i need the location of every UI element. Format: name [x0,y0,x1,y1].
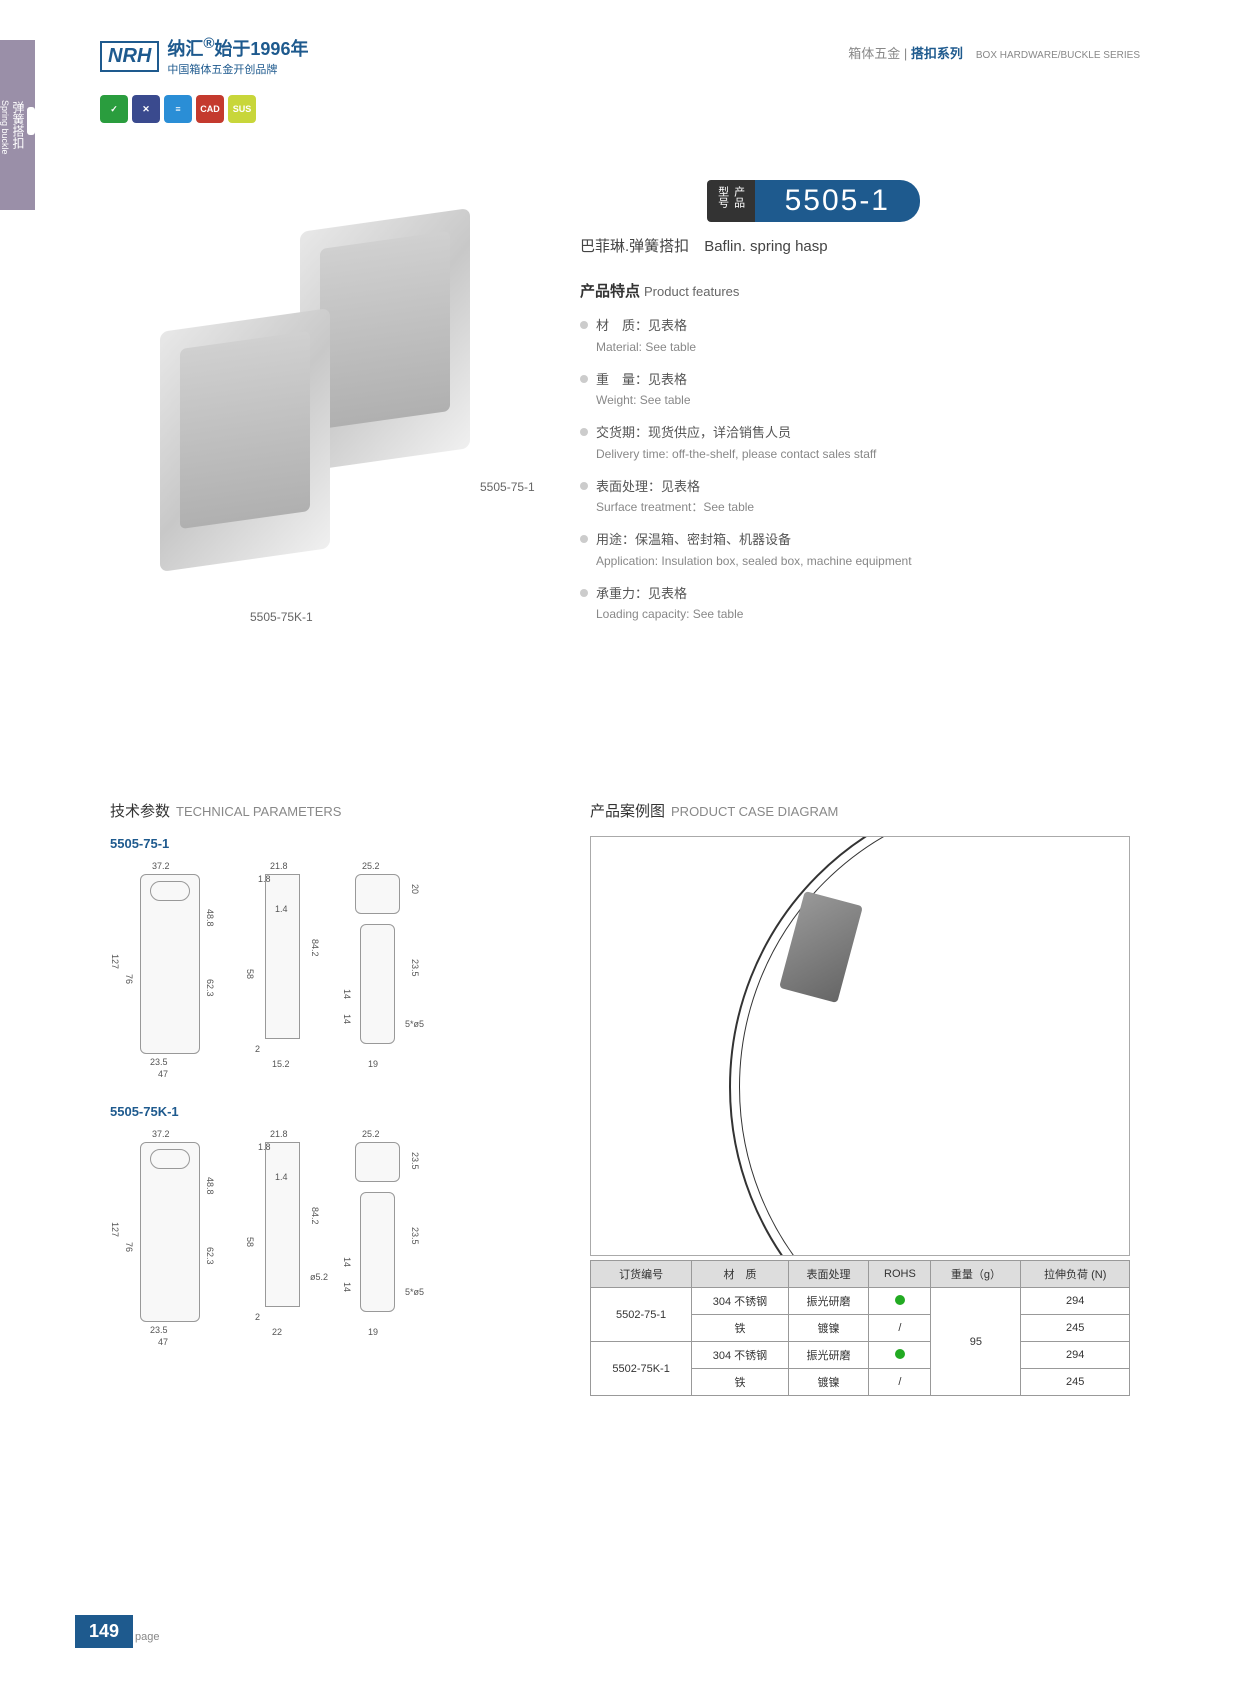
feature-item: 表面处理：见表格Surface treatment：See table [580,477,1140,517]
side-tab-cn: 弹簧搭扣 [10,101,27,149]
img-label-2: 5505-75K-1 [250,610,313,624]
badge-num: 5505-1 [755,180,920,222]
buckle-icon [27,107,35,135]
table-header: 重量（g） [931,1261,1021,1288]
hasp-render-2 [160,308,330,572]
img-label-1: 5505-75-1 [480,480,535,494]
feature-item: 重 量：见表格Weight: See table [580,370,1140,410]
features: 产品特点Product features 材 质：见表格Material: Se… [580,280,1140,637]
side-tab: 弹簧搭扣 Spring buckle [0,40,35,210]
tech-diagram: 37.221.825.21.81277648.862.35884.22023.5… [110,859,550,1089]
table-header: 拉伸负荷 (N) [1021,1261,1130,1288]
icon-badges: ✓✕≡CADSUS [100,95,256,123]
breadcrumb: 箱体五金 | 搭扣系列 BOX HARDWARE/BUCKLE SERIES [848,43,1140,62]
tech-params: 技术参数TECHNICAL PARAMETERS 5505-75-1 37.221… [110,800,550,1357]
table-header: 材 质 [692,1261,789,1288]
cert-badge: ✓ [100,95,128,123]
cert-badge: ✕ [132,95,160,123]
subtitle: 巴菲琳.弹簧搭扣 Baflin. spring hasp [580,235,828,256]
feature-item: 承重力：见表格Loading capacity: See table [580,584,1140,624]
tech-diagram: 37.221.825.21.81277648.862.35884.223.523… [110,1127,550,1357]
cert-badge: SUS [228,95,256,123]
product-badge: 产品型号 5505-1 [707,180,920,222]
feature-item: 材 质：见表格Material: See table [580,316,1140,356]
cert-badge: CAD [196,95,224,123]
logo-text: 纳汇®始于1996年 中国箱体五金开创品牌 [167,35,308,77]
case-box [590,836,1130,1256]
logo-tagline: 中国箱体五金开创品牌 [167,61,308,77]
logo-brand: NRH [100,41,159,72]
side-tab-en: Spring buckle [0,100,10,155]
logo: NRH 纳汇®始于1996年 中国箱体五金开创品牌 [100,35,308,77]
header: NRH 纳汇®始于1996年 中国箱体五金开创品牌 箱体五金 | 搭扣系列 BO… [100,35,1140,77]
table-header: ROHS [869,1261,931,1288]
table-header: 订货编号 [591,1261,692,1288]
cert-badge: ≡ [164,95,192,123]
table-row: 5502-75-1304 不锈钢振光研磨95294 [591,1288,1130,1315]
table-row: 5502-75K-1304 不锈钢振光研磨294 [591,1342,1130,1369]
case-title: 产品案例图PRODUCT CASE DIAGRAM [590,800,1130,821]
feature-item: 交货期：现货供应，详洽销售人员Delivery time: off-the-sh… [580,423,1140,463]
features-title: 产品特点Product features [580,280,1140,301]
badge-label: 产品型号 [707,180,755,222]
page-number: 149 [75,1615,133,1648]
feature-item: 用途：保温箱、密封箱、机器设备Application: Insulation b… [580,530,1140,570]
table-header: 表面处理 [788,1261,869,1288]
page-label: page [135,1631,159,1643]
product-image: 5505-75-1 5505-75K-1 [120,180,540,600]
diagram-label: 5505-75-1 [110,836,550,851]
diagram-label: 5505-75K-1 [110,1104,550,1119]
spec-table: 订货编号材 质表面处理ROHS重量（g）拉伸负荷 (N) 5502-75-130… [590,1260,1130,1396]
case-diagram: 产品案例图PRODUCT CASE DIAGRAM [590,800,1130,1256]
tech-title: 技术参数TECHNICAL PARAMETERS [110,800,550,821]
